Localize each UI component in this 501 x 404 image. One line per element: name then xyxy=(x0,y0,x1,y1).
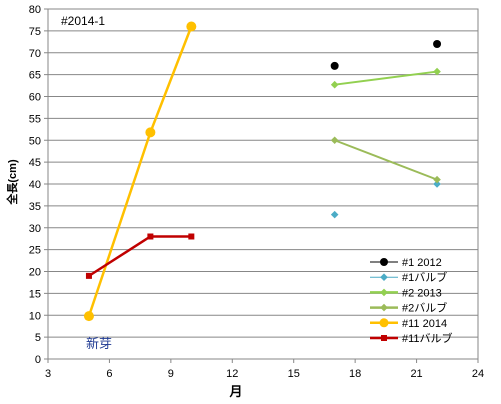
legend-swatch-marker xyxy=(380,273,388,281)
data-point xyxy=(188,233,195,240)
series-5 xyxy=(83,21,197,322)
legend-label: #1バルブ xyxy=(402,270,447,284)
tick-labels: 0 5 10 15 20 25 30 35 40 45 50 55 60 65 70 75 80 3 6 9 12 15 1… xyxy=(29,4,484,380)
data-point xyxy=(330,80,339,89)
data-point xyxy=(83,311,94,322)
tick-label-x-6: 6 xyxy=(106,368,112,380)
tick-label-x-3: 3 xyxy=(45,368,51,380)
x-axis-label: 月 xyxy=(228,384,242,399)
tick-label-x-12: 12 xyxy=(226,368,238,380)
tick-label-y-5: 5 xyxy=(35,332,41,344)
tick-label-x-9: 9 xyxy=(168,368,174,380)
tick-label-y-30: 30 xyxy=(29,223,41,235)
data-point xyxy=(330,210,339,219)
y-axis-label: 全長(cm) xyxy=(5,159,19,206)
data-point xyxy=(186,21,197,32)
gridlines xyxy=(48,30,478,338)
tick-label-x-21: 21 xyxy=(410,368,422,380)
legend-label: #2バルブ xyxy=(402,301,447,315)
tick-label-y-40: 40 xyxy=(29,179,41,191)
tick-label-y-65: 65 xyxy=(29,70,41,82)
legend-label: #11バルブ xyxy=(402,331,453,345)
data-point xyxy=(145,127,156,138)
tick-label-y-45: 45 xyxy=(29,157,41,169)
tick-label-y-20: 20 xyxy=(29,267,41,279)
legend-item-2: #1バルブ xyxy=(370,270,447,284)
series-layer xyxy=(83,21,442,322)
legend-label: #1 2012 xyxy=(402,257,442,269)
tick-label-y-0: 0 xyxy=(35,354,41,366)
legend-item-5: #11 2014 xyxy=(370,318,447,330)
data-point xyxy=(433,40,442,48)
data-point xyxy=(147,233,154,240)
tick-label-x-24: 24 xyxy=(472,368,484,380)
legend-swatch-marker xyxy=(380,288,388,297)
tick-label-y-80: 80 xyxy=(29,4,41,16)
data-point xyxy=(433,180,441,188)
tick-label-y-70: 70 xyxy=(29,48,41,60)
series-1 xyxy=(330,40,442,70)
legend-swatch-marker xyxy=(379,318,389,328)
tick-label-y-60: 60 xyxy=(29,92,41,104)
series-2 xyxy=(330,180,441,219)
tick-label-y-50: 50 xyxy=(29,135,41,147)
tick-label-y-35: 35 xyxy=(29,201,41,213)
series-6 xyxy=(85,233,195,279)
legend-item-4: #2バルブ xyxy=(370,301,447,315)
series-line-4 xyxy=(334,139,438,181)
legend-item-1: #1 2012 xyxy=(370,257,442,269)
legend-item-6: #11バルブ xyxy=(370,331,453,345)
tick-label-y-15: 15 xyxy=(29,288,41,300)
tick-label-y-75: 75 xyxy=(29,26,41,38)
series-line-3 xyxy=(334,70,438,86)
legend-swatch-marker xyxy=(380,303,388,312)
tick-label-y-10: 10 xyxy=(29,310,41,322)
data-point xyxy=(85,272,92,279)
legend-item-3: #2 2013 xyxy=(370,287,442,299)
annotation-new-shoot: 新芽 xyxy=(86,336,112,351)
series-3 xyxy=(330,67,441,89)
axes xyxy=(44,8,479,363)
legend: #1 2012#1バルブ #2 2013 #2バルブ #11 2014#11バルブ xyxy=(370,257,453,345)
tick-label-x-18: 18 xyxy=(349,368,361,380)
legend-label: #2 2013 xyxy=(402,287,442,299)
legend-label: #11 2014 xyxy=(402,318,447,330)
data-point xyxy=(330,136,339,145)
tick-label-y-55: 55 xyxy=(29,113,41,125)
data-point xyxy=(330,61,339,70)
tick-label-x-15: 15 xyxy=(288,368,300,380)
series-4 xyxy=(330,136,441,184)
data-point xyxy=(433,175,441,184)
legend-swatch-marker xyxy=(380,258,388,266)
data-point xyxy=(433,67,441,76)
legend-swatch-marker xyxy=(381,335,387,341)
tick-label-y-25: 25 xyxy=(29,245,41,257)
inner-label: #2014-1 xyxy=(61,14,105,28)
